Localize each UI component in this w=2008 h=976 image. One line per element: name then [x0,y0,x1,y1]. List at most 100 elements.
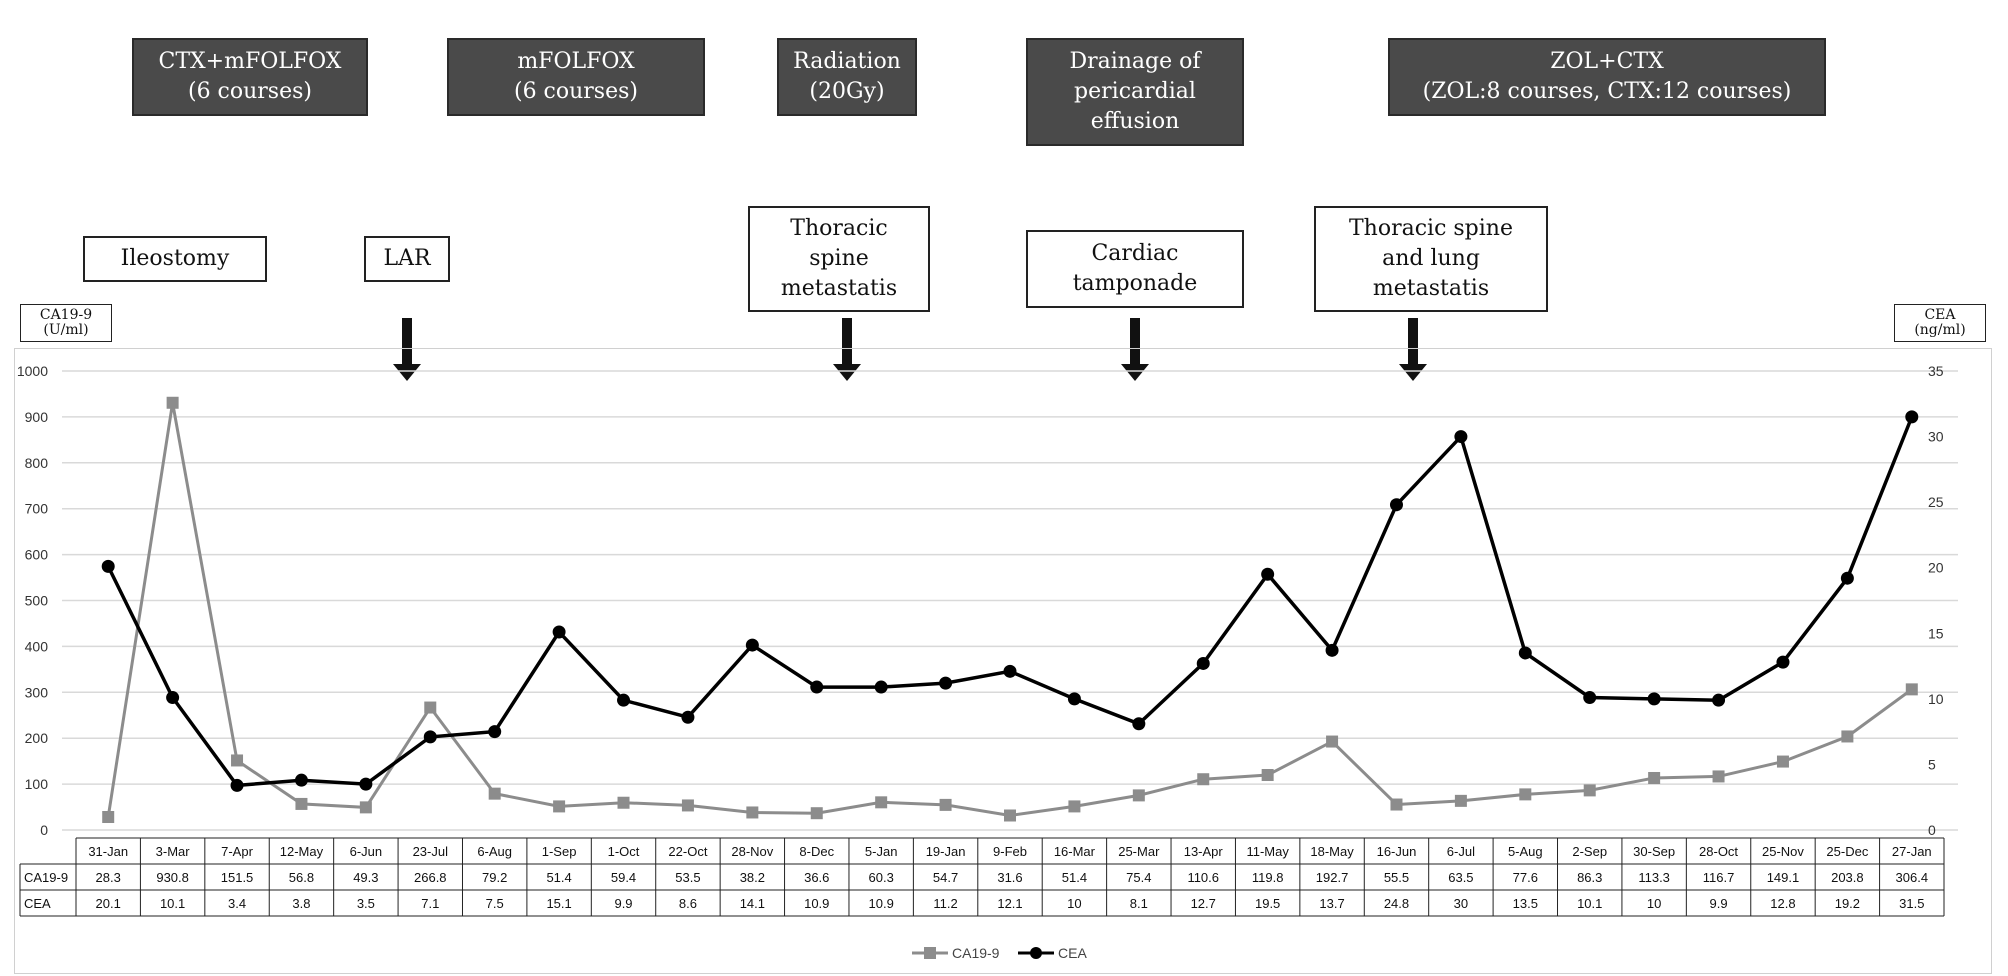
table-cell: 31.5 [1899,896,1924,911]
table-cell: 11.2 [933,896,957,911]
y-right-tick-label: 20 [1928,560,1944,576]
table-cell: 79.2 [482,870,507,885]
x-tick-label: 22-Oct [668,844,707,859]
y-left-tick-label: 500 [25,593,49,609]
table-cell: 3.8 [292,896,310,911]
data-point [1840,571,1854,585]
table-cell: 56.8 [289,870,314,885]
data-point [1583,784,1596,797]
data-point [101,559,115,573]
table-cell: 9.9 [614,896,632,911]
x-tick-label: 1-Sep [542,844,577,859]
arrow-down-icon [1399,318,1427,381]
data-point [359,801,372,814]
table-cell: 14.1 [740,896,765,911]
data-point [488,787,501,800]
data-point [359,777,373,791]
x-tick-label: 25-Mar [1118,844,1160,859]
table-cell: 60.3 [869,870,894,885]
arrow-down-icon [393,318,421,381]
table-cell: 10.1 [1577,896,1602,911]
data-point [617,796,630,809]
data-point [1583,691,1597,705]
x-tick-label: 2-Sep [1572,844,1607,859]
data-point [1261,769,1274,782]
table-cell: 54.7 [933,870,958,885]
event-box-thoracic-spine-metastasis: Thoracic spine metastatis [748,206,930,312]
table-cell: 20.1 [96,896,121,911]
data-point [1776,655,1790,669]
table-cell: 7.1 [421,896,439,911]
table-cell: 55.5 [1384,870,1409,885]
legend-label-ca199: CA19-9 [952,945,1000,961]
y-right-tick-label: 35 [1928,363,1944,379]
table-row-label: CEA [24,896,51,911]
treatment-box-radiation: Radiation (20Gy) [777,38,917,116]
treatment-box-mfolfox: mFOLFOX (6 courses) [447,38,705,116]
data-point [939,676,953,690]
y-left-tick-label: 0 [40,822,48,838]
table-cell: 151.5 [221,870,254,885]
data-point [875,796,888,809]
data-point [1326,735,1339,748]
data-point [1067,692,1081,706]
data-point [617,693,631,707]
treatment-box-drainage: Drainage of pericardial effusion [1026,38,1244,146]
table-cell: 10.1 [160,896,185,911]
x-tick-label: 1-Oct [608,844,640,859]
data-point [1648,771,1661,784]
y-right-tick-label: 10 [1928,691,1944,707]
x-tick-label: 16-Mar [1054,844,1096,859]
x-tick-label: 23-Jul [413,844,449,859]
data-point [810,807,823,820]
x-tick-label: 9-Feb [993,844,1027,859]
data-point [1905,683,1918,696]
data-point [1841,730,1854,743]
x-tick-label: 25-Nov [1762,844,1804,859]
arrow-down-icon [833,318,861,381]
data-point [166,396,179,409]
table-cell: 86.3 [1577,870,1602,885]
data-point [810,680,824,694]
table-cell: 63.5 [1448,870,1473,885]
treatment-box-zol-ctx: ZOL+CTX (ZOL:8 courses, CTX:12 courses) [1388,38,1826,116]
data-point [1132,717,1146,731]
table-cell: 10.9 [804,896,829,911]
table-cell: 49.3 [353,870,378,885]
table-cell: 13.7 [1319,896,1344,911]
table-cell: 110.6 [1187,870,1219,885]
y-left-tick-label: 900 [25,409,49,425]
x-tick-label: 6-Aug [477,844,512,859]
table-cell: 192.7 [1316,870,1349,885]
x-tick-label: 28-Oct [1699,844,1738,859]
table-cell: 113.3 [1638,870,1670,885]
left-axis-unit: CA19-9 (U/ml) [20,304,112,342]
data-point [1519,788,1532,801]
x-tick-label: 28-Nov [731,844,773,859]
table-cell: 8.6 [679,896,697,911]
data-point [1003,664,1017,678]
data-point [1518,646,1532,660]
x-tick-label: 16-Jun [1377,844,1417,859]
x-tick-label: 3-Mar [156,844,191,859]
table-cell: 7.5 [486,896,504,911]
x-tick-label: 8-Dec [799,844,834,859]
table-cell: 119.8 [1252,870,1284,885]
legend-marker-ca199 [924,947,936,959]
y-right-tick-label: 25 [1928,494,1944,510]
table-cell: 12.8 [1770,896,1795,911]
data-point [166,691,180,705]
table-cell: 51.4 [1062,870,1087,885]
data-point [424,701,437,714]
data-point [681,710,695,724]
x-tick-label: 25-Dec [1826,844,1868,859]
y-left-tick-label: 600 [25,547,49,563]
table-cell: 36.6 [804,870,829,885]
table-cell: 13.5 [1513,896,1538,911]
table-row-label: CA19-9 [24,870,68,885]
plot-area-frame [14,348,1992,974]
y-right-tick-label: 5 [1928,756,1936,772]
table-cell: 31.6 [997,870,1022,885]
table-cell: 8.1 [1130,896,1148,911]
y-left-tick-label: 700 [25,501,49,517]
